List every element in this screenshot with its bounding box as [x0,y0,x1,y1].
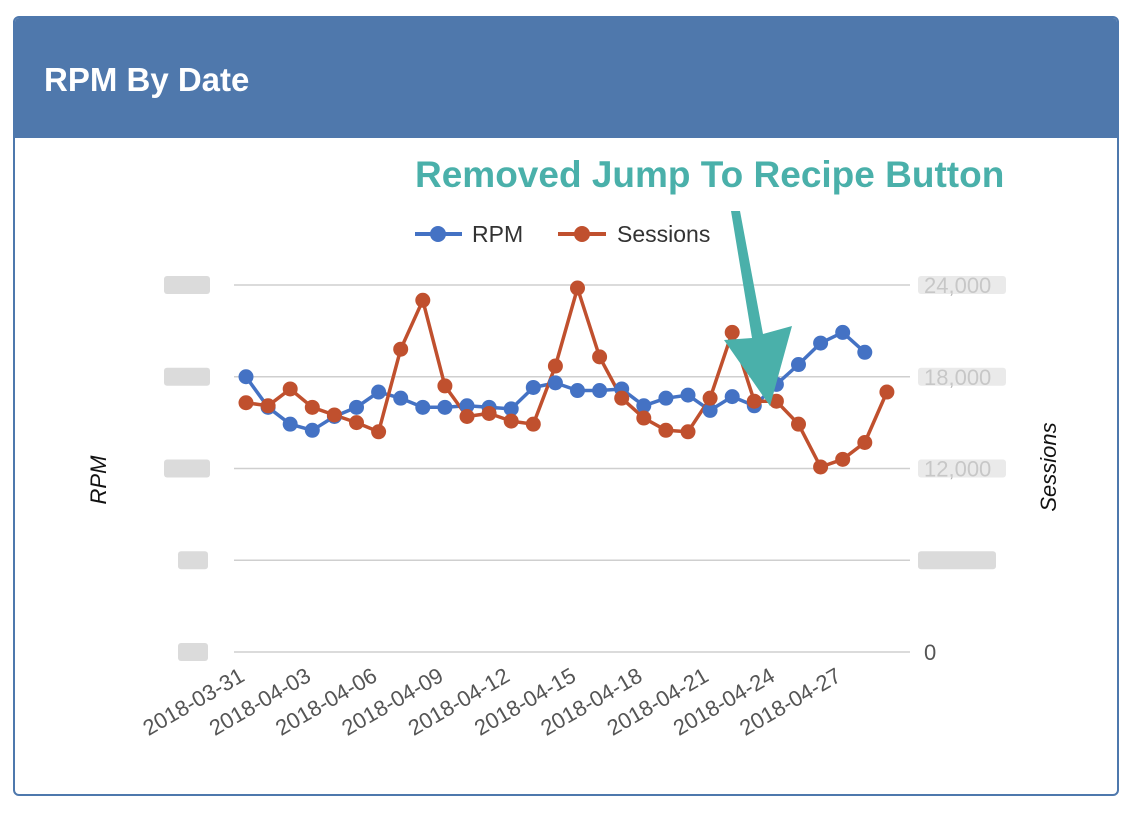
data-point-rpm [503,401,519,417]
annotation-arrow [724,211,792,406]
data-point-sessions [658,422,674,438]
data-point-sessions [459,409,475,425]
data-point-sessions [437,378,453,394]
legend-sessions-marker [574,226,590,242]
data-point-sessions [746,393,762,409]
data-point-sessions [724,324,740,340]
data-point-sessions [393,341,409,357]
data-point-sessions [570,280,585,296]
data-point-sessions [813,459,829,475]
data-point-rpm [791,357,806,373]
data-point-rpm [282,416,298,432]
left-tick-redacted [178,643,208,661]
data-point-rpm [547,375,563,391]
data-point-sessions [680,424,696,440]
data-point-rpm [349,399,364,415]
left-tick-redacted [178,551,208,570]
series-lines [244,286,889,469]
data-point-rpm [857,344,873,360]
data-point-sessions [592,349,608,365]
left-tick-redacted [164,459,210,478]
data-point-sessions [768,393,784,409]
data-point-rpm [525,379,541,395]
data-point-rpm [393,390,409,406]
right-tick-label: 0 [924,640,936,665]
data-point-sessions [547,358,563,374]
series-line-sessions [245,286,889,469]
data-point-sessions [304,399,320,415]
gridlines [234,284,910,653]
legend: RPM Sessions [415,221,710,247]
right-tick-blur [918,276,1006,294]
legend-sessions-label: Sessions [617,221,710,247]
chart-panel: RPM By Date [13,16,1119,796]
annotation-text: Removed Jump To Recipe Button [415,154,1004,195]
data-point-sessions [525,416,541,432]
legend-rpm-label: RPM [472,221,523,247]
data-point-rpm [570,383,585,399]
right-axis-ticks: 012,00018,00024,000 [918,273,1006,665]
right-tick-blur [918,367,1006,386]
data-point-sessions [857,435,873,451]
data-point-rpm [371,384,387,400]
data-point-sessions [415,292,431,308]
data-point-sessions [835,451,851,467]
data-point-sessions [238,395,254,411]
left-axis-ticks [164,276,210,661]
data-point-rpm [636,398,652,414]
data-point-rpm [437,399,453,415]
data-point-rpm [304,422,320,438]
data-point-rpm [724,389,740,405]
data-point-sessions [260,398,276,414]
data-point-rpm [658,390,674,406]
data-point-sessions [282,381,298,397]
right-tick-blur [918,459,1006,478]
data-point-sessions [879,384,895,400]
panel-header: RPM By Date [15,18,1117,138]
left-axis-title: RPM [86,455,111,505]
right-axis-title: Sessions [1036,422,1061,511]
data-point-rpm [680,387,696,403]
data-point-rpm [238,369,254,385]
data-point-sessions [349,415,364,431]
data-point-sessions [702,390,718,406]
data-point-rpm [592,383,608,399]
data-point-sessions [636,410,652,426]
left-tick-redacted [164,367,210,386]
data-point-sessions [791,416,806,432]
x-axis-ticks: 2018-03-312018-04-032018-04-062018-04-09… [139,663,846,741]
left-tick-redacted [164,276,210,294]
data-point-rpm [459,398,475,414]
data-point-rpm [415,399,431,415]
data-point-rpm [835,324,851,340]
legend-rpm-marker [430,226,446,242]
data-point-rpm [813,335,829,351]
data-point-sessions [503,413,519,429]
data-point-sessions [614,390,630,406]
panel-title: RPM By Date [44,61,250,98]
data-point-rpm [702,402,718,418]
data-point-sessions [326,407,342,423]
data-point-sessions [481,405,497,421]
annotation: Removed Jump To Recipe Button [415,154,1004,406]
series-points [238,280,895,475]
right-tick-redacted [918,551,996,570]
data-point-sessions [371,424,387,440]
